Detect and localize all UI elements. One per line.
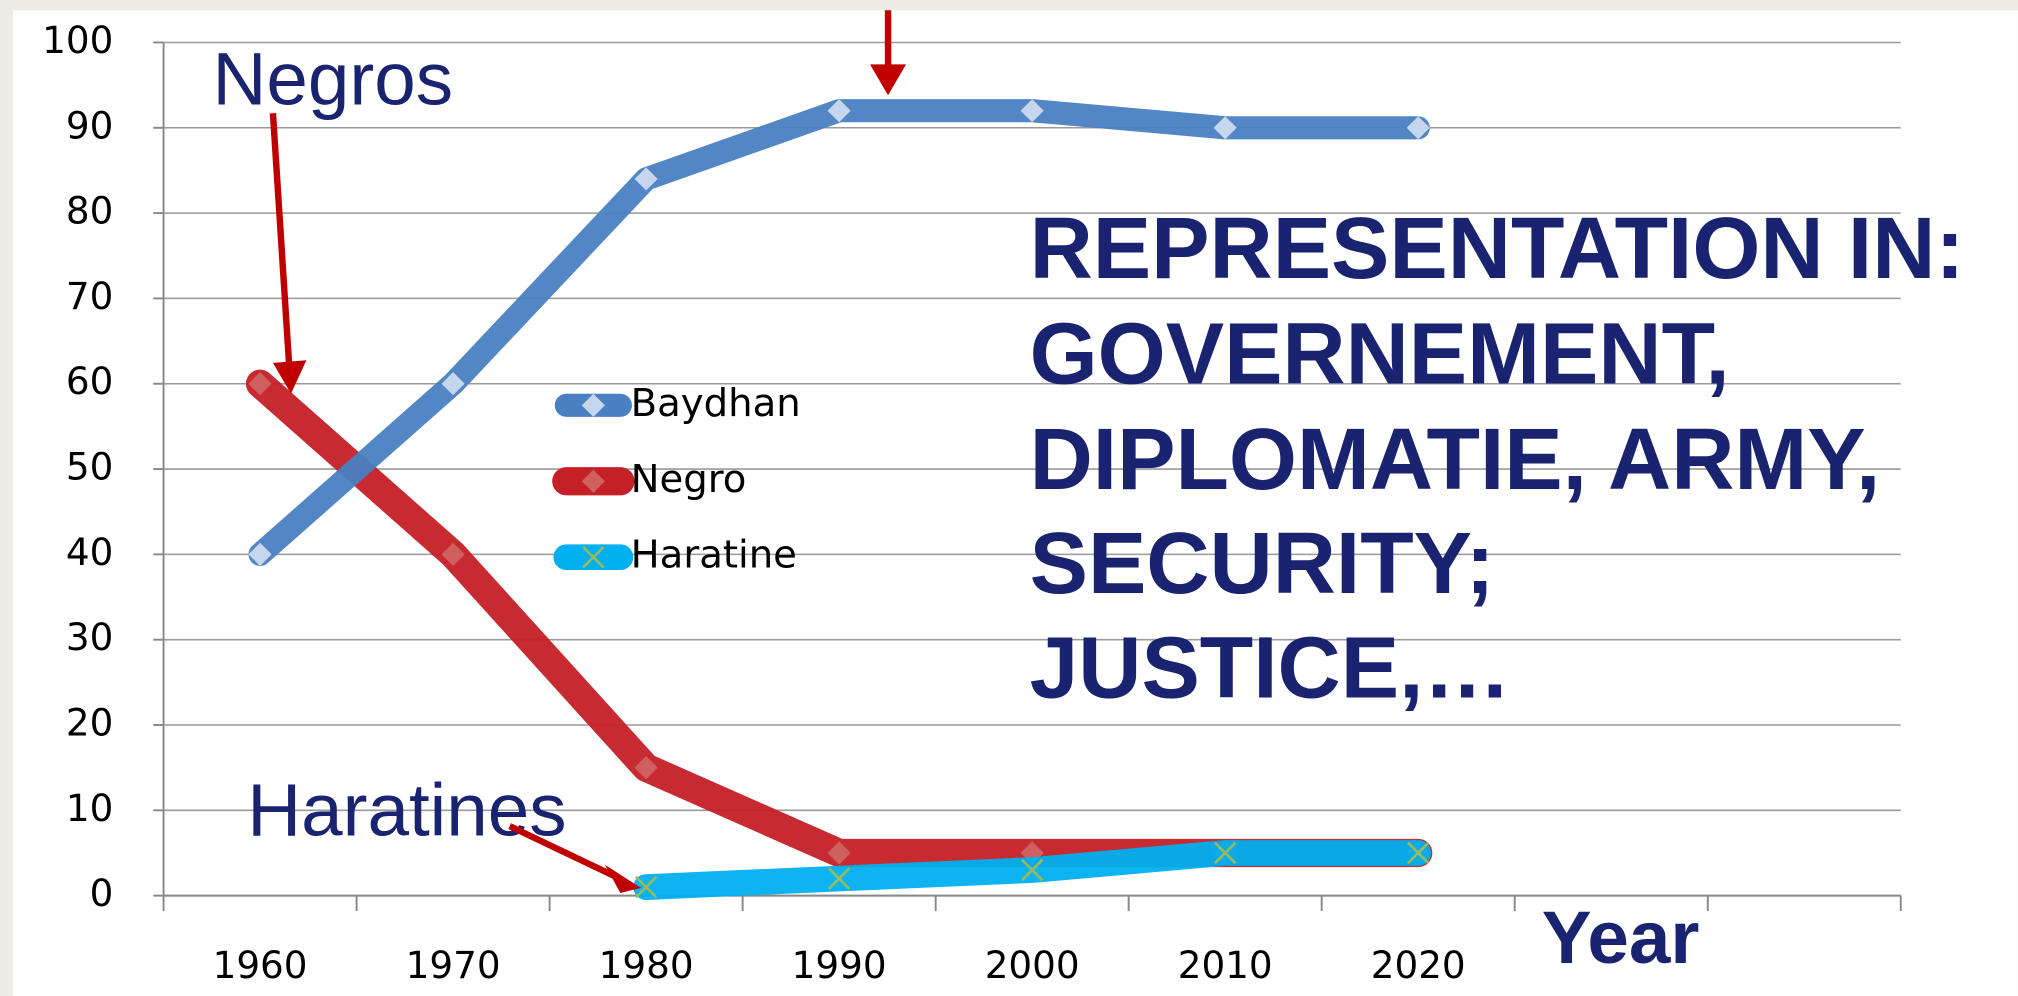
legend-marker: [582, 545, 605, 569]
y-tick-label: 10: [66, 786, 113, 830]
text-line: SECURITY;: [1030, 514, 1495, 612]
arrow: [269, 113, 293, 374]
legend-marker: [581, 393, 605, 417]
x-tick-label: 2000: [985, 943, 1080, 987]
marker: [1407, 841, 1430, 865]
legend-label: Negro: [631, 457, 747, 502]
marker: [1020, 858, 1044, 882]
marker: [634, 167, 658, 191]
arrow-head: [870, 64, 907, 96]
y-tick-label: 60: [66, 359, 113, 403]
y-tick-label: 0: [90, 871, 114, 915]
y-tick-label: 90: [66, 103, 113, 147]
marker: [248, 372, 272, 396]
arrow: [508, 823, 622, 882]
marker: [634, 756, 658, 780]
annotation-arrows: [269, 10, 907, 894]
x-tick-label: 1990: [792, 943, 887, 987]
plot-background: [13, 10, 2018, 996]
marker: [827, 867, 851, 890]
series-layer: [245, 99, 1433, 900]
marker: [1020, 99, 1044, 123]
arrow-head: [604, 864, 641, 894]
x-tick-label: 1960: [213, 943, 308, 987]
x-axis-label: Year: [1542, 895, 1700, 979]
y-tick-label: 40: [66, 530, 113, 574]
legend-marker: [581, 469, 605, 493]
text-line: REPRESENTATION IN:: [1030, 199, 1965, 297]
legend-label: Baydhan: [631, 381, 801, 426]
marker: [634, 875, 658, 899]
legend: Baydhan Negro Haratine: [552, 381, 801, 578]
x-tick-label: 2010: [1178, 943, 1273, 987]
marker: [1213, 841, 1237, 865]
marker: [248, 542, 272, 566]
y-tick-label: 20: [66, 700, 113, 744]
x-tick-label: 1970: [406, 943, 501, 987]
x-tick-label: 1980: [599, 943, 694, 987]
y-tick-label: 70: [66, 274, 113, 318]
legend-label: Haratine: [631, 533, 797, 578]
text-line: GOVERNEMENT,: [1030, 304, 1730, 402]
arrow-head: [272, 360, 307, 394]
annotation: Haratines: [247, 768, 566, 852]
marker: [441, 542, 465, 566]
marker: [1406, 116, 1430, 140]
marker: [441, 372, 465, 396]
y-tick-label: 100: [42, 18, 113, 62]
grid: 0 10 20 30 40 50 60 70 80 90 100 1960 1970 1980 1990 20…: [42, 18, 1902, 987]
text-line: DIPLOMATIE, ARMY,: [1030, 410, 1881, 508]
marker: [827, 841, 851, 865]
y-tick-label: 80: [66, 189, 113, 233]
x-tick-label: 2020: [1371, 943, 1466, 987]
annotation: Negros: [212, 37, 453, 121]
y-tick-label: 30: [66, 615, 113, 659]
y-tick-label: 50: [66, 445, 113, 489]
marker: [827, 99, 851, 123]
text-line: JUSTICE,…: [1030, 618, 1511, 716]
